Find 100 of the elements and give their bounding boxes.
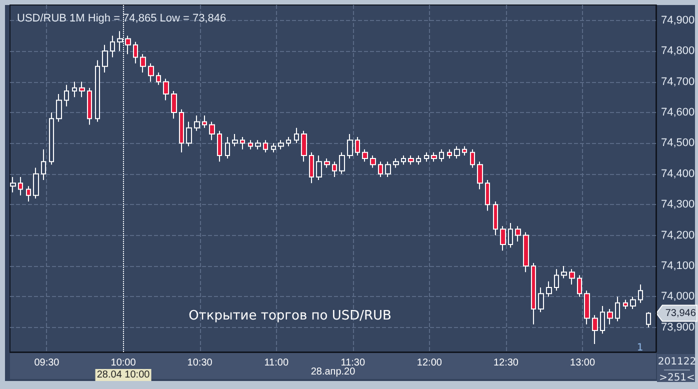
candlestick [64,84,69,107]
y-tick-label: 74,200 [661,229,695,242]
candlestick [401,154,406,166]
candlestick [408,154,414,166]
candlestick [447,148,452,160]
candlestick [217,130,222,162]
candlestick [531,262,536,325]
candlestick [179,108,184,153]
candlestick [508,222,513,248]
ref-line-label: 28.04 10:00 [96,370,150,380]
candlestick [577,274,582,298]
candlestick [79,81,85,98]
candlestick [72,81,77,98]
candlestick [49,112,54,166]
candlestick [347,133,353,160]
candlestick [248,140,253,150]
candlestick [278,140,284,150]
candlestick [370,154,376,168]
x-tick-label: 11:30 [340,358,366,368]
y-tick-label: 74,900 [661,14,695,26]
candlestick [102,44,108,74]
y-tick-label: 74,600 [661,106,695,118]
x-tick-label: 09:30 [34,358,60,368]
y-tick-label: 74,500 [661,137,695,150]
candlestick [454,146,460,160]
candlestick [523,232,529,273]
candlestick [332,161,337,178]
candlestick [393,158,399,168]
candlestick [462,146,467,156]
y-tick-label: 74,800 [661,45,695,58]
candlestick [294,127,299,144]
candlestick [416,154,421,166]
candlestick [133,41,138,64]
candlestick [355,136,360,156]
candlestick [324,158,330,168]
candlestick [186,121,192,147]
x-tick-label: 11:00 [264,358,289,368]
text: USD/RUB 1M High = 74,865 Low = 73,846 [17,12,226,24]
candlestick [18,176,23,196]
x-tick-label: 10:00 [110,358,136,368]
y-tick-label: 74,700 [661,76,695,88]
candlestick [309,152,314,184]
candlestick [33,167,39,199]
candlestick [538,287,544,313]
y-tick-label: 74,100 [661,260,695,272]
candlestick [439,148,444,162]
candlestick [584,290,590,325]
y-tick-label: 74,400 [661,168,695,180]
candlestick [263,140,268,153]
candlestick [163,78,169,101]
candlestick [271,142,276,153]
candlestick [630,296,636,310]
candlestick [148,62,154,82]
candlestick [156,72,161,86]
candlestick [500,226,506,252]
candlestick [485,180,490,212]
y-tick-label: 74,300 [661,198,695,211]
candlestick [41,148,46,181]
x-tick-label: 12:00 [416,358,442,368]
candlestick [569,268,575,285]
annotation: 73,946 [665,308,696,319]
candlestick [477,161,483,190]
candlestick [171,90,177,120]
candlestick [194,115,200,132]
candlestick [615,296,620,322]
candlestick [646,312,651,328]
candlestick [623,299,628,310]
candlestick [600,305,605,334]
candlestick [286,136,291,147]
candlestick [209,121,215,141]
candlestick [362,148,368,162]
candlestick [202,115,207,128]
x-axis-title: 28.апр.20 [310,366,356,378]
annotation: 1 [636,342,644,354]
x-tick-label: 12:30 [493,358,519,368]
candlestick [515,226,521,242]
candlestick [493,201,498,236]
candlestick [140,54,146,74]
candlestick [339,152,345,174]
candlestick [26,186,31,202]
candlestick [255,140,261,150]
candlestick [301,130,307,162]
candlestick [561,266,567,279]
x-tick-label: 13:00 [570,358,596,368]
candlestick [56,94,62,122]
candlestick [470,148,475,168]
candlestick [638,284,643,304]
candlestick [232,133,238,147]
candlestick [546,280,552,298]
x-tick-label: 10:30 [187,358,213,368]
candlestick [240,136,245,150]
candlestick [87,87,92,126]
candlestick [316,154,322,181]
text: >251< [659,372,695,384]
annotation: Открытие торгов по USD/RUB [188,308,392,324]
candlestick [424,152,429,162]
candlestick [607,308,613,325]
y-tick-label: 73,900 [661,321,695,334]
candlestick [110,35,115,58]
candlestick [225,136,230,160]
